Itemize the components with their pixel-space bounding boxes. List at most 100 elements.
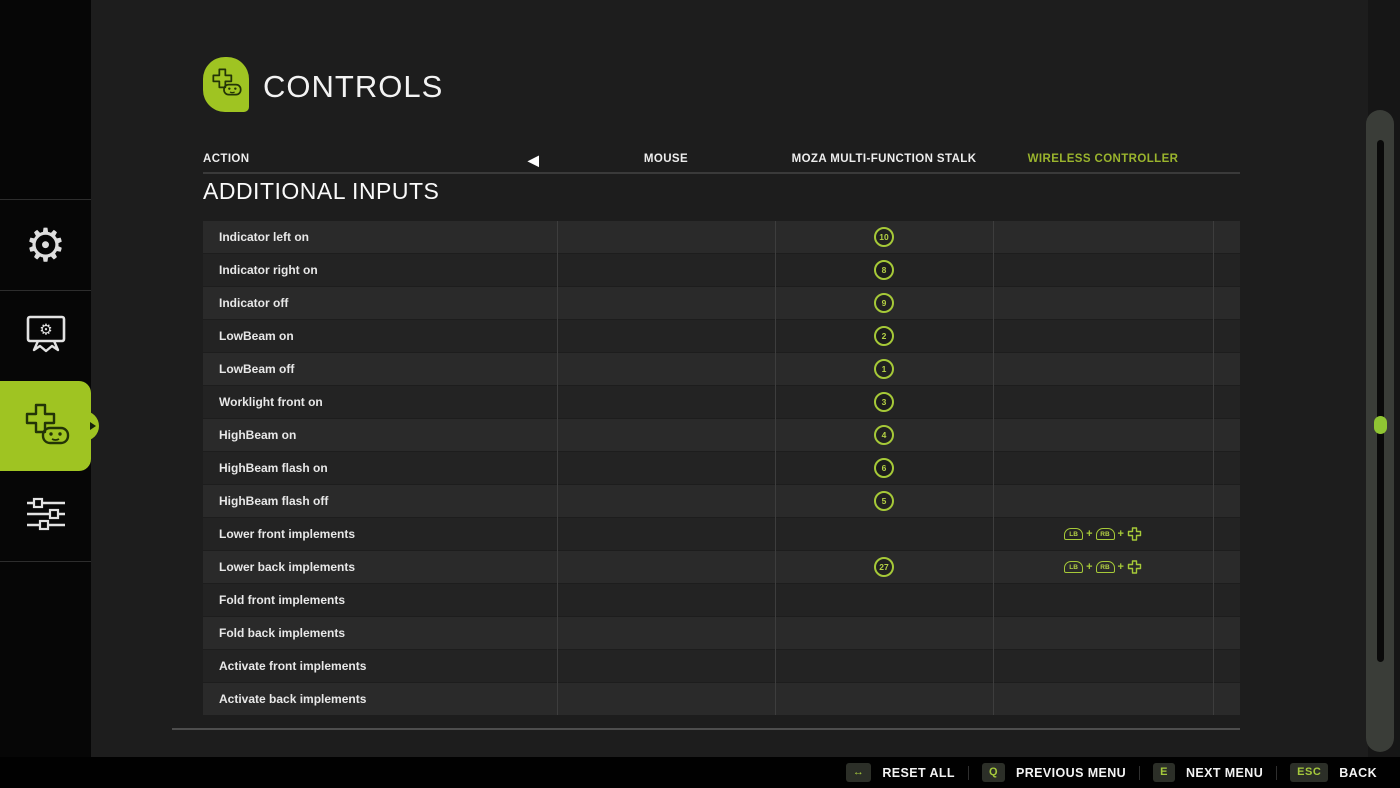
moza-binding-badge: 1 — [874, 359, 894, 379]
gamepad-icon — [22, 402, 70, 451]
reset-all-button[interactable]: ↔ RESET ALL — [833, 763, 968, 782]
section-title: ADDITIONAL INPUTS — [203, 178, 440, 204]
plus-separator: + — [1086, 560, 1093, 573]
lb-bumper-badge: LB — [1064, 528, 1084, 540]
table-row[interactable]: Indicator off 9 — [203, 287, 1240, 319]
moza-binding-cell[interactable]: 4 — [775, 425, 993, 445]
scrollbar-track[interactable] — [1374, 140, 1387, 662]
table-row[interactable]: Fold back implements — [203, 617, 1240, 649]
sidebar: ⚙ ⚙ — [0, 0, 96, 757]
gamepad-icon — [210, 66, 242, 103]
moza-binding-cell[interactable]: 8 — [775, 260, 993, 280]
table-row[interactable]: Fold front implements — [203, 584, 1240, 616]
moza-binding-cell[interactable]: 9 — [775, 293, 993, 313]
moza-binding-badge: 5 — [874, 491, 894, 511]
reset-all-label: RESET ALL — [882, 765, 955, 780]
plus-separator: + — [1086, 527, 1093, 540]
column-divider — [775, 221, 776, 715]
moza-binding-cell[interactable]: 27 — [775, 557, 993, 577]
moza-binding-badge: 10 — [874, 227, 894, 247]
table-row[interactable]: Activate front implements — [203, 650, 1240, 682]
sidebar-item-display-settings[interactable]: ⚙ — [0, 290, 91, 381]
table-row[interactable]: HighBeam flash off 5 — [203, 485, 1240, 517]
wireless-binding-cell[interactable]: LB + RB + — [993, 560, 1213, 574]
table-row[interactable]: LowBeam on 2 — [203, 320, 1240, 352]
sidebar-item-controls[interactable] — [0, 381, 96, 471]
rb-bumper-badge: RB — [1095, 561, 1115, 573]
table-row[interactable]: Lower back implements 27 LB + RB + — [203, 551, 1240, 583]
table-row[interactable]: Worklight front on 3 — [203, 386, 1240, 418]
action-label: Lower front implements — [219, 527, 356, 541]
moza-binding-cell[interactable]: 2 — [775, 326, 993, 346]
action-label: Activate back implements — [219, 692, 367, 706]
header-divider — [203, 172, 1240, 174]
wireless-binding-combo: LB + RB + — [1064, 560, 1142, 574]
bindings-table: Indicator left on 10 Indicator right on … — [203, 221, 1240, 716]
wireless-binding-combo: LB + RB + — [1064, 527, 1142, 541]
back-label: BACK — [1339, 765, 1377, 780]
dpad-down-icon — [1127, 560, 1142, 574]
column-header-action: ACTION — [203, 153, 250, 165]
sidebar-item-general-settings[interactable]: ⚙ — [0, 199, 91, 290]
footer-divider — [967, 765, 969, 780]
column-divider — [1213, 221, 1214, 715]
plus-separator: + — [1117, 527, 1124, 540]
column-header-wireless: WIRELESS CONTROLLER — [1027, 153, 1179, 165]
table-row[interactable]: Indicator left on 10 — [203, 221, 1240, 253]
table-row[interactable]: HighBeam flash on 6 — [203, 452, 1240, 484]
table-row[interactable]: Activate back implements — [203, 683, 1240, 715]
footer-divider — [1139, 765, 1141, 780]
moza-binding-cell[interactable]: 10 — [775, 227, 993, 247]
lb-bumper-badge: LB — [1064, 561, 1084, 573]
svg-text:⚙: ⚙ — [39, 321, 52, 338]
moza-binding-badge: 4 — [874, 425, 894, 445]
previous-menu-button[interactable]: Q PREVIOUS MENU — [969, 763, 1139, 782]
action-label: Fold back implements — [219, 626, 346, 640]
action-label: HighBeam on — [219, 428, 297, 442]
action-label: Activate front implements — [219, 659, 367, 673]
esc-key-badge: ESC — [1290, 763, 1329, 782]
reset-key-badge: ↔ — [845, 763, 872, 782]
action-label: Lower back implements — [219, 560, 356, 574]
moza-binding-cell[interactable]: 1 — [775, 359, 993, 379]
action-label: HighBeam flash off — [219, 494, 329, 508]
next-menu-label: NEXT MENU — [1185, 765, 1264, 780]
moza-binding-badge: 8 — [874, 260, 894, 280]
action-label: HighBeam flash on — [219, 461, 328, 475]
moza-binding-cell[interactable]: 5 — [775, 491, 993, 511]
moza-binding-badge: 2 — [874, 326, 894, 346]
table-row[interactable]: HighBeam on 4 — [203, 419, 1240, 451]
e-key-badge: E — [1153, 763, 1175, 782]
back-button[interactable]: ESC BACK — [1277, 763, 1390, 782]
scrollbar-thumb[interactable] — [1374, 416, 1387, 434]
column-nav-left-arrow-icon[interactable]: ◀ — [528, 152, 540, 168]
previous-menu-label: PREVIOUS MENU — [1016, 765, 1127, 780]
page-title: CONTROLS — [263, 69, 444, 104]
action-label: Worklight front on — [219, 395, 323, 409]
active-notch-arrow-icon — [90, 422, 96, 430]
dpad-up-icon — [1127, 527, 1142, 541]
moza-binding-badge: 27 — [874, 557, 894, 577]
column-divider — [557, 221, 558, 715]
column-header-mouse: MOUSE — [643, 153, 689, 165]
moza-binding-badge: 6 — [874, 458, 894, 478]
plus-separator: + — [1117, 560, 1124, 573]
column-divider — [993, 221, 994, 715]
sidebar-nav: ⚙ ⚙ — [0, 199, 96, 562]
next-menu-button[interactable]: E NEXT MENU — [1140, 763, 1276, 782]
column-header-moza: MOZA MULTI-FUNCTION STALK — [791, 153, 977, 165]
table-row[interactable]: LowBeam off 1 — [203, 353, 1240, 385]
moza-binding-cell[interactable]: 6 — [775, 458, 993, 478]
moza-binding-cell[interactable]: 3 — [775, 392, 993, 412]
wireless-binding-cell[interactable]: LB + RB + — [993, 527, 1213, 541]
moza-binding-badge: 9 — [874, 293, 894, 313]
gear-icon: ⚙ — [24, 219, 67, 271]
rb-bumper-badge: RB — [1095, 528, 1115, 540]
action-label: LowBeam on — [219, 329, 294, 343]
table-row[interactable]: Indicator right on 8 — [203, 254, 1240, 286]
sidebar-item-advanced-settings[interactable] — [0, 471, 91, 562]
table-row[interactable]: Lower front implements LB + RB + — [203, 518, 1240, 550]
action-label: Fold front implements — [219, 593, 345, 607]
action-label: Indicator right on — [219, 263, 318, 277]
controls-icon-tile — [203, 57, 249, 112]
